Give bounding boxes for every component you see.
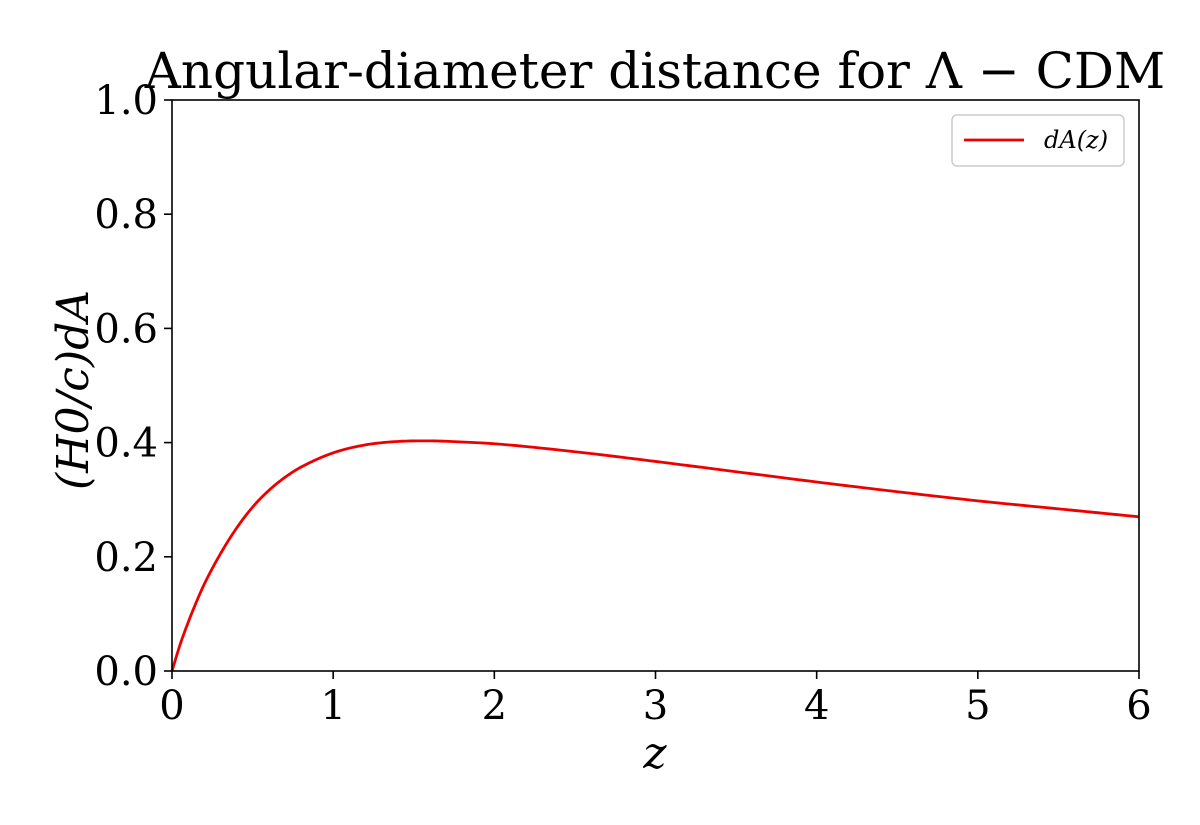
series-line-dA <box>170 439 1140 672</box>
x-tick-label: 1 <box>320 683 345 729</box>
y-axis-ticks: 0.0 0.2 0.4 0.6 0.8 1.0 <box>94 78 172 695</box>
x-tick-label: 0 <box>159 683 184 729</box>
y-tick-label: 0.6 <box>94 306 158 352</box>
legend: dA(z) <box>951 114 1125 167</box>
x-tick-label: 4 <box>804 683 829 729</box>
x-axis-label: z <box>642 728 667 779</box>
series-layer <box>170 439 1140 672</box>
y-tick-label: 0.4 <box>94 421 158 467</box>
y-tick-label: 0.0 <box>94 649 158 695</box>
y-tick-label: 1.0 <box>94 78 158 124</box>
y-tick-label: 0.8 <box>94 192 158 238</box>
chart-title: Angular-diameter distance for Λ − CDM <box>144 42 1165 100</box>
legend-label: dA(z) <box>1044 126 1108 154</box>
x-tick-label: 2 <box>482 683 507 729</box>
x-axis-ticks: 0 1 2 3 4 5 6 <box>159 671 1152 729</box>
x-tick-label: 5 <box>965 683 990 729</box>
y-tick-label: 0.2 <box>94 535 158 581</box>
y-axis-label: (H0/c)dA <box>48 290 99 490</box>
legend-box <box>951 114 1125 167</box>
x-tick-label: 3 <box>643 683 668 729</box>
x-tick-label: 6 <box>1126 683 1151 729</box>
